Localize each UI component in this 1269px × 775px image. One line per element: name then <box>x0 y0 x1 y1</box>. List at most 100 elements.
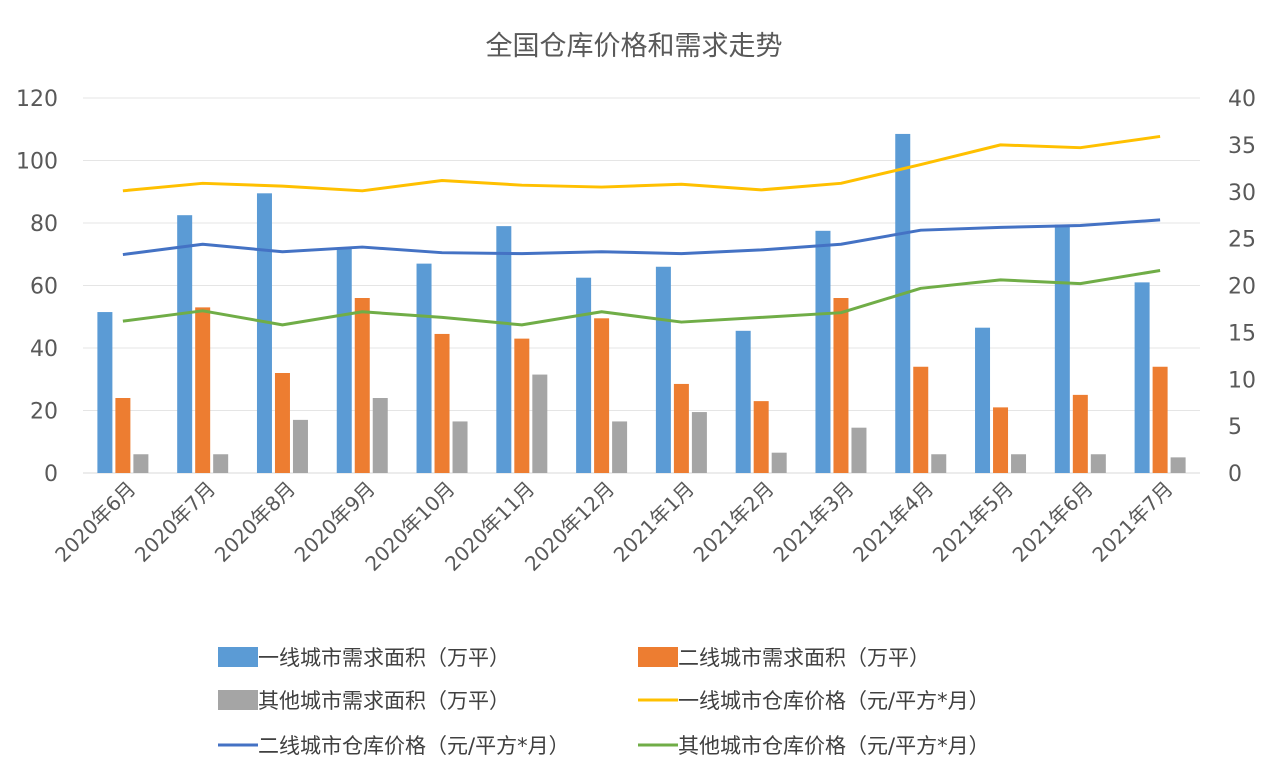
bar <box>532 374 548 473</box>
bar-series-2 <box>115 298 1168 473</box>
bar <box>274 373 290 473</box>
bar <box>1170 457 1186 473</box>
bar <box>753 401 769 473</box>
legend-item: 一线城市需求面积（万平） <box>218 646 510 670</box>
bar <box>496 226 512 473</box>
x-tick-label: 2020年7月 <box>130 477 220 567</box>
legend-item: 二线城市需求面积（万平） <box>638 646 930 670</box>
legend-swatch <box>218 647 258 667</box>
bar-series-3 <box>133 374 1186 473</box>
legend-label: 一线城市需求面积（万平） <box>258 646 510 670</box>
x-tick-label: 2021年5月 <box>928 477 1018 567</box>
bar <box>452 421 468 473</box>
bar <box>735 330 751 473</box>
bar-series-1 <box>97 133 1150 473</box>
left-y-tick-label: 80 <box>30 212 58 237</box>
right-y-axis: 0 5 10 15 20 25 30 35 40 <box>1228 87 1256 487</box>
gridlines <box>83 97 1200 474</box>
x-tick-label: 2020年8月 <box>210 477 300 567</box>
x-tick-label: 2021年1月 <box>609 477 699 567</box>
x-axis: 2020年6月2020年7月2020年8月2020年9月2020年10月2020… <box>50 477 1177 576</box>
bar <box>133 454 149 473</box>
bar <box>851 427 867 473</box>
legend-swatch <box>218 690 258 710</box>
series-line <box>122 218 1161 257</box>
legend-swatch <box>638 647 678 667</box>
bar <box>177 215 193 473</box>
bar <box>213 454 229 473</box>
right-y-tick-label: 30 <box>1228 181 1256 206</box>
x-tick-label: 2021年3月 <box>768 477 858 567</box>
bar <box>514 338 530 473</box>
bar <box>691 412 707 473</box>
bar <box>115 398 131 473</box>
bar <box>1152 366 1168 473</box>
right-y-tick-label: 35 <box>1228 134 1256 159</box>
bar <box>594 318 610 473</box>
legend-item: 其他城市需求面积（万平） <box>218 689 510 713</box>
left-y-tick-label: 120 <box>16 87 58 112</box>
right-y-tick-label: 40 <box>1228 87 1256 112</box>
bar <box>833 298 849 473</box>
bar <box>1134 282 1150 473</box>
bar <box>931 454 947 473</box>
bar <box>97 312 113 473</box>
legend-item: 二线城市仓库价格（元/平方*月） <box>218 734 570 758</box>
bar <box>372 398 388 473</box>
bar <box>416 263 432 473</box>
left-y-tick-label: 20 <box>30 400 58 425</box>
bar <box>655 266 671 473</box>
left-y-axis: 0 20 40 60 80 100 120 <box>16 87 58 487</box>
line-series-1 <box>122 134 1161 193</box>
bar <box>1054 224 1070 473</box>
line-series-2 <box>122 218 1161 257</box>
bar <box>434 333 450 473</box>
legend-label: 其他城市需求面积（万平） <box>258 689 510 713</box>
series-line <box>122 134 1161 193</box>
bar <box>913 366 929 473</box>
legend: 一线城市需求面积（万平） 二线城市需求面积（万平） 其他城市需求面积（万平） 一线城市… <box>218 646 990 758</box>
legend-label: 其他城市仓库价格（元/平方*月） <box>678 734 990 758</box>
bar <box>195 307 211 473</box>
bar <box>1011 454 1027 473</box>
legend-item: 其他城市仓库价格（元/平方*月） <box>638 734 990 758</box>
right-y-tick-label: 0 <box>1228 462 1242 487</box>
bar <box>895 133 911 473</box>
x-tick-label: 2021年4月 <box>848 477 938 567</box>
x-tick-label: 2021年7月 <box>1087 477 1177 567</box>
legend-label: 一线城市仓库价格（元/平方*月） <box>678 689 990 713</box>
line-series-3 <box>122 269 1161 327</box>
bar-series-group <box>97 133 1186 473</box>
bar <box>815 230 831 473</box>
right-y-tick-label: 10 <box>1228 368 1256 393</box>
legend-label: 二线城市需求面积（万平） <box>678 646 930 670</box>
bar <box>1090 454 1106 473</box>
bar <box>354 298 370 473</box>
bar <box>292 419 308 473</box>
left-y-tick-label: 60 <box>30 275 58 300</box>
bar <box>576 277 592 473</box>
x-tick-label: 2020年6月 <box>50 477 140 567</box>
series-line <box>122 269 1161 327</box>
bar <box>612 421 628 473</box>
line-series-group <box>122 134 1161 327</box>
bar <box>1072 394 1088 473</box>
legend-item: 一线城市仓库价格（元/平方*月） <box>638 689 990 713</box>
left-y-tick-label: 0 <box>44 462 58 487</box>
bar <box>993 407 1009 473</box>
left-y-tick-label: 40 <box>30 337 58 362</box>
x-tick-label: 2021年2月 <box>688 477 778 567</box>
chart-title: 全国仓库价格和需求走势 <box>486 31 783 62</box>
bar <box>673 383 689 473</box>
bar <box>771 452 787 473</box>
bar <box>336 248 352 473</box>
left-y-tick-label: 100 <box>16 150 58 175</box>
legend-label: 二线城市仓库价格（元/平方*月） <box>258 734 570 758</box>
right-y-tick-label: 25 <box>1228 228 1256 253</box>
bar <box>256 193 272 473</box>
right-y-tick-label: 20 <box>1228 275 1256 300</box>
right-y-tick-label: 5 <box>1228 415 1242 440</box>
bar <box>975 327 991 473</box>
x-tick-label: 2021年6月 <box>1008 477 1098 567</box>
